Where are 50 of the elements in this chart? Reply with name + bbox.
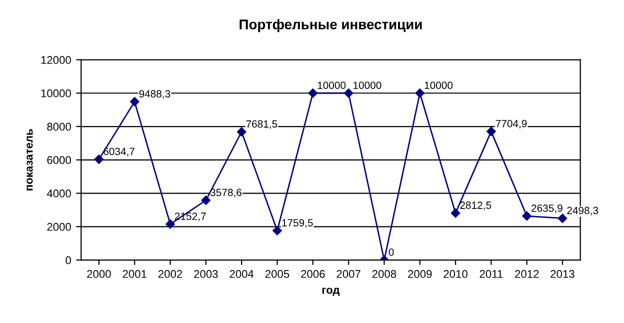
data-label: 7681,5 <box>246 120 278 129</box>
data-label: 0 <box>388 248 394 256</box>
chart-title: Портфельные инвестиции <box>240 19 422 32</box>
x-tick-label: 2010 <box>444 270 468 278</box>
x-tick-label: 2009 <box>408 270 432 278</box>
point <box>486 126 496 136</box>
point <box>201 196 211 205</box>
x-tick-label: 2003 <box>194 270 218 278</box>
data-label: 2498,3 <box>567 206 598 216</box>
x-tick-label: 2006 <box>301 270 325 278</box>
y-tick-label: 0 <box>66 256 71 264</box>
x-tick-label: 2007 <box>336 270 360 278</box>
x-axis-title: год <box>322 288 340 296</box>
point <box>130 97 140 106</box>
data-label: 9488,3 <box>139 90 170 99</box>
x-tick-label: 2005 <box>265 270 290 278</box>
y-tick-label: 10000 <box>41 89 71 98</box>
data-label: 6034,7 <box>104 148 134 156</box>
data-label: 1759,5 <box>282 219 313 228</box>
x-tick-label: 2013 <box>550 270 574 278</box>
data-label: 10000 <box>318 82 346 89</box>
x-tick-label: 2000 <box>87 270 111 278</box>
data-label: 3578,6 <box>210 188 242 198</box>
point <box>272 226 282 236</box>
point <box>450 208 460 218</box>
x-tick-label: 2002 <box>158 270 182 278</box>
x-tick-label: 2001 <box>122 270 146 278</box>
point <box>166 219 175 229</box>
data-label: 2812,5 <box>460 202 492 210</box>
x-tick-label: 2008 <box>372 270 396 278</box>
data-label: 7704,9 <box>496 120 527 129</box>
y-axis-title: показатель <box>26 129 33 190</box>
y-tick-label: 12000 <box>41 56 71 64</box>
x-tick-label: 2004 <box>230 270 254 278</box>
data-label: 2635,9 <box>532 204 562 214</box>
data-label: 10000 <box>354 82 382 89</box>
x-tick-label: 2011 <box>480 270 503 278</box>
point <box>522 211 532 221</box>
data-label: 10000 <box>424 82 453 89</box>
y-tick-label: 8000 <box>47 122 71 131</box>
y-tick-label: 6000 <box>47 156 71 164</box>
point <box>94 154 104 164</box>
y-tick-label: 4000 <box>46 190 71 198</box>
point <box>415 88 424 98</box>
point <box>558 214 568 223</box>
y-tick-label: 2000 <box>47 222 71 231</box>
point <box>344 88 354 98</box>
x-tick-label: 2012 <box>515 270 539 278</box>
point <box>236 127 246 136</box>
point <box>308 88 318 98</box>
